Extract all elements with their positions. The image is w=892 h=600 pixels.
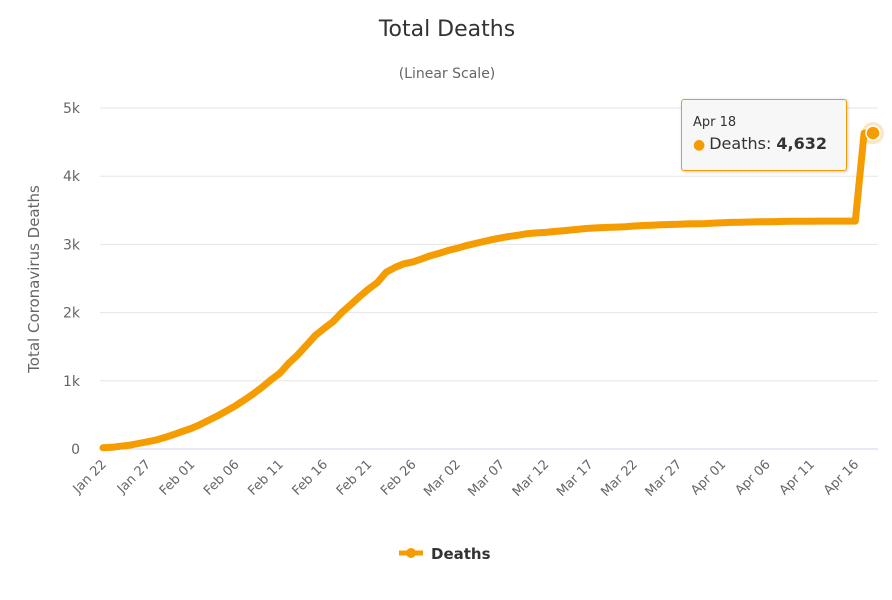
y-tick-label: 0 — [71, 442, 80, 458]
tooltip-series: Deaths — [709, 134, 766, 153]
x-tick-label: Apr 06 — [732, 457, 773, 498]
x-tick-label: Mar 07 — [466, 457, 509, 500]
x-tick-label: Apr 11 — [777, 457, 818, 498]
y-tick-label: 3k — [63, 237, 81, 253]
y-tick-label: 1k — [63, 374, 81, 390]
data-point-marker — [865, 125, 881, 141]
x-tick-label: Feb 16 — [290, 457, 332, 499]
x-tick-label: Jan 22 — [70, 457, 110, 497]
tooltip: Apr 18 ● Deaths: 4,632 — [681, 99, 847, 171]
tooltip-value: 4,632 — [776, 134, 828, 153]
series-dot-icon: ● — [693, 137, 706, 153]
tooltip-date: Apr 18 — [693, 115, 737, 130]
x-tick-label: Apr 16 — [821, 457, 862, 498]
x-tick-label: Feb 11 — [245, 457, 287, 499]
x-tick-label: Mar 17 — [554, 457, 597, 500]
x-tick-label: Feb 06 — [201, 457, 243, 499]
tooltip-sep: : — [765, 134, 772, 153]
x-tick-label: Mar 27 — [643, 457, 686, 500]
y-tick-label: 5k — [63, 101, 81, 117]
x-tick-label: Apr 01 — [688, 457, 729, 498]
x-tick-label: Feb 26 — [378, 457, 420, 499]
x-tick-label: Feb 01 — [157, 457, 199, 499]
deaths-series-line[interactable] — [99, 129, 877, 452]
x-tick-label: Feb 21 — [334, 457, 376, 499]
legend-marker-icon — [406, 548, 416, 558]
x-tick-label: Mar 02 — [421, 457, 464, 500]
chart-subtitle: (Linear Scale) — [399, 66, 496, 82]
y-tick-label: 4k — [63, 169, 81, 185]
y-axis-title: Total Coronavirus Deaths — [25, 185, 43, 374]
legend-item-deaths[interactable]: Deaths — [399, 545, 491, 563]
x-tick-label: Mar 22 — [598, 457, 641, 500]
x-tick-label: Jan 27 — [114, 457, 154, 497]
legend-label: Deaths — [431, 545, 491, 563]
chart-title: Total Deaths — [378, 17, 515, 42]
y-tick-label: 2k — [63, 306, 81, 322]
x-tick-label: Mar 12 — [510, 457, 553, 500]
